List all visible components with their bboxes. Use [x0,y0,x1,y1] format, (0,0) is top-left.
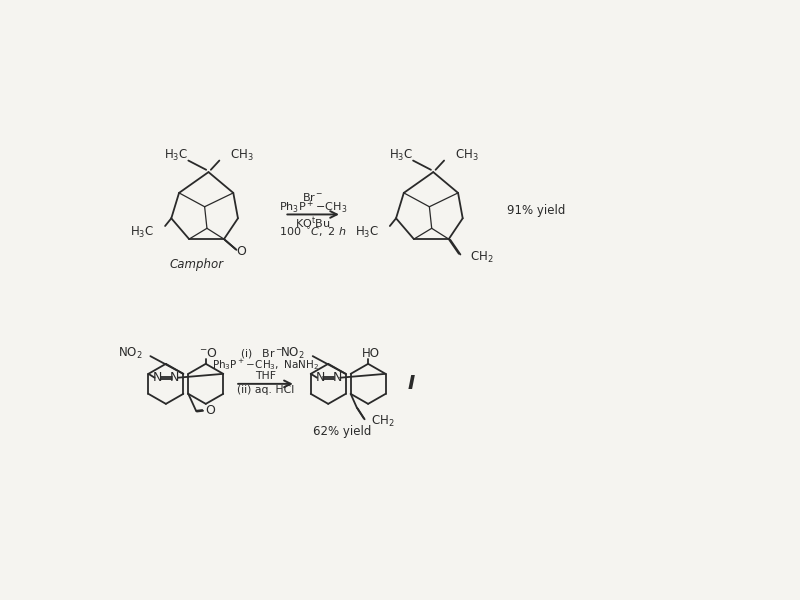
Text: N: N [153,371,162,384]
Text: $\mathregular{NO_2}$: $\mathregular{NO_2}$ [280,346,305,361]
Text: N: N [333,371,342,384]
Text: (ii) aq. HCl: (ii) aq. HCl [237,385,294,395]
Text: $\mathregular{Ph_3P^+\!-\!CH_3}$: $\mathregular{Ph_3P^+\!-\!CH_3}$ [279,199,347,216]
Text: (i)   $\mathregular{Br^-}$: (i) $\mathregular{Br^-}$ [240,347,283,359]
Text: $\mathregular{NO_2}$: $\mathregular{NO_2}$ [118,346,142,361]
Text: $\mathregular{CH_3}$: $\mathregular{CH_3}$ [455,148,478,163]
Text: Camphor: Camphor [170,258,224,271]
Text: $\mathregular{Br^-}$: $\mathregular{Br^-}$ [302,191,324,203]
Text: $\mathregular{H_3C}$: $\mathregular{H_3C}$ [355,224,379,240]
Text: $\mathregular{Ph_3P^+\!-\!CH_3,\ NaNH_2}$: $\mathregular{Ph_3P^+\!-\!CH_3,\ NaNH_2}… [212,357,319,372]
Text: $100\ ^\circ\!C,\ 2\ h$: $100\ ^\circ\!C,\ 2\ h$ [279,226,347,239]
Text: HO: HO [362,347,380,361]
Text: N: N [170,371,179,384]
Text: $\mathregular{H_3C}$: $\mathregular{H_3C}$ [389,148,413,163]
Text: $\mathregular{CH_2}$: $\mathregular{CH_2}$ [470,250,494,265]
Text: N: N [315,371,325,384]
Text: I: I [408,374,415,394]
Text: $\mathregular{H_3C}$: $\mathregular{H_3C}$ [164,148,188,163]
Text: $^{-}$O: $^{-}$O [199,347,218,361]
Text: $\mathregular{CH_3}$: $\mathregular{CH_3}$ [230,148,254,163]
Text: THF: THF [255,371,276,381]
Text: $\mathregular{H_3C}$: $\mathregular{H_3C}$ [130,224,154,240]
Text: $\mathregular{CH_2}$: $\mathregular{CH_2}$ [371,414,394,429]
Text: $\mathregular{KO^tBu}$: $\mathregular{KO^tBu}$ [295,215,330,231]
Text: 91% yield: 91% yield [507,204,566,217]
Text: O: O [236,245,246,258]
Text: 62% yield: 62% yield [313,425,371,438]
Text: O: O [206,404,215,418]
